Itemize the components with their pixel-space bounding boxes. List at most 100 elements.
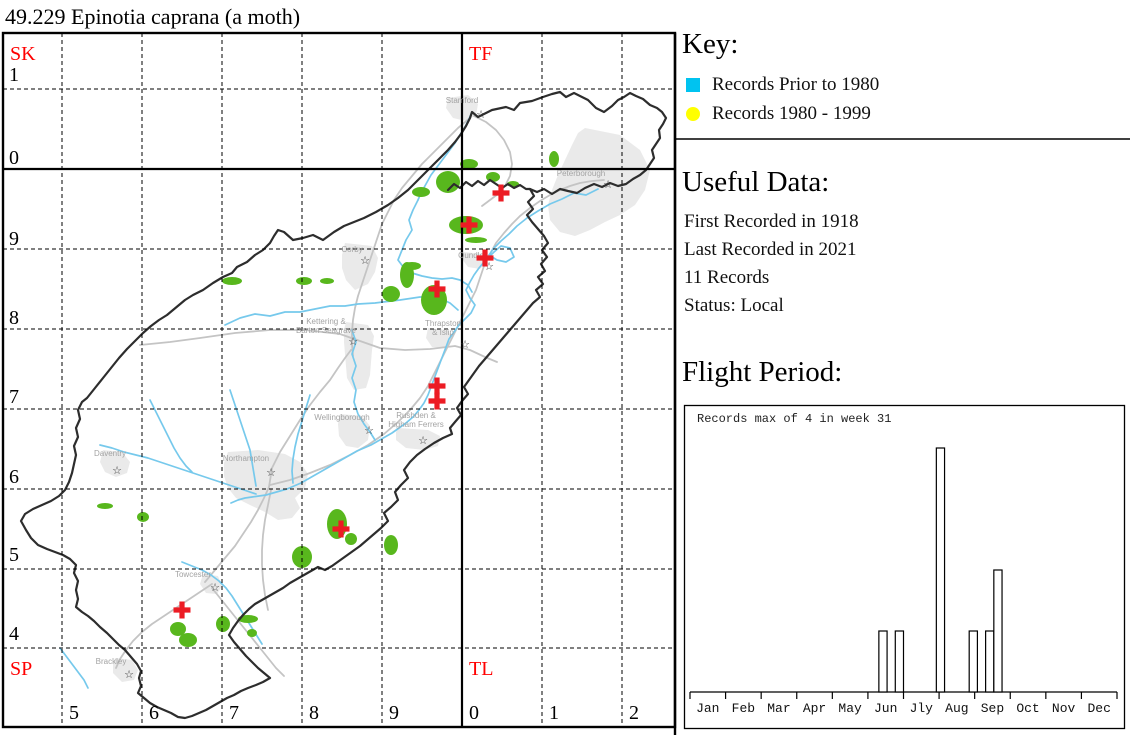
grid-row-label: 1 [9, 64, 19, 86]
month-label: Mar [767, 701, 790, 716]
record-cross-marker [492, 184, 510, 202]
town-label: Thrapston [425, 319, 461, 328]
town-star-icon: ☆ [418, 434, 428, 447]
town-star-icon: ☆ [364, 424, 374, 437]
page-title: 49.229 Epinotia caprana (a moth) [5, 4, 301, 29]
record-cross-marker [476, 249, 494, 267]
flight-period-chart: Jan Feb Mar Apr May Jun Jly Aug Sep Oct Nov Dec [683, 404, 1126, 730]
month-label: Jun [874, 701, 897, 716]
map-border [1, 31, 677, 729]
grid-row-label: 0 [9, 147, 19, 169]
month-label: Jan [696, 701, 719, 716]
record-cross-marker [460, 216, 478, 234]
grid-lines [3, 33, 675, 727]
town-label: Kettering & [306, 317, 346, 326]
flight-week-bar [878, 630, 888, 693]
grid-100km-letter: TF [469, 43, 492, 65]
record-cross-marker [428, 280, 446, 298]
flight-week-bar [993, 569, 1003, 693]
town-star-icon: ☆ [210, 581, 220, 594]
grid-row-label: 6 [9, 466, 19, 488]
grid-row-label: 7 [9, 386, 19, 408]
record-count: 11 Records [684, 267, 770, 288]
useful-data-heading: Useful Data: [682, 166, 830, 198]
town-label: & Islip [432, 328, 454, 337]
status: Status: Local [684, 295, 784, 316]
grid-col-label: 7 [229, 702, 239, 724]
chart-annotation: Records max of 4 in week 31 [697, 412, 892, 426]
town-label: Corby [341, 245, 362, 254]
month-label: Aug [945, 701, 968, 716]
town-label: Barton Seagrave [296, 326, 357, 335]
chart-frame [683, 404, 1126, 730]
month-label: Dec [1088, 701, 1111, 716]
town-label: Stamford [446, 96, 478, 105]
key-item-1980-1999: Records 1980 - 1999 [686, 103, 871, 125]
records-1980-1999-swatch-icon [686, 107, 700, 121]
woodland-patches [97, 151, 559, 647]
town-star-icon: ☆ [360, 254, 370, 267]
town-markers: Stamford☆Peterborough☆Corby☆ Oundle☆Kette… [94, 96, 613, 681]
town-star-icon: ☆ [484, 260, 494, 273]
grid-100km-lines [3, 33, 675, 727]
month-label: Feb [732, 701, 755, 716]
last-recorded: Last Recorded in 2021 [684, 239, 857, 260]
town-label: Oundle [458, 251, 484, 260]
prior-1980-swatch-icon [686, 78, 700, 92]
urban-areas [100, 95, 650, 682]
flight-week-bar [968, 630, 979, 693]
grid-col-label: 9 [389, 702, 399, 724]
town-label: Wellingborough [314, 413, 369, 422]
town-star-icon: ☆ [348, 335, 358, 348]
grid-row-label: 5 [9, 544, 19, 566]
grid-col-label: 6 [149, 702, 159, 724]
flight-period-heading: Flight Period: [682, 356, 843, 388]
town-label: Rushden & [396, 411, 436, 420]
town-label: Daventry [94, 449, 126, 458]
grid-col-label: 8 [309, 702, 319, 724]
town-star-icon: ☆ [112, 464, 122, 477]
month-label: Oct [1016, 701, 1039, 716]
grid-100km-letter: TL [469, 658, 493, 680]
grid-col-label: 2 [629, 702, 639, 724]
town-star-icon: ☆ [124, 668, 134, 681]
month-label: Nov [1052, 701, 1076, 716]
grid-row-label: 4 [9, 623, 19, 645]
grid-row-label: 8 [9, 307, 19, 329]
month-label: Apr [803, 701, 826, 716]
town-label: Northampton [223, 454, 269, 463]
grid-col-label: 1 [549, 702, 559, 724]
grid-100km-letter: SK [10, 43, 36, 65]
flight-week-bar [935, 447, 946, 693]
town-label: Higham Ferrers [388, 420, 444, 429]
grid-col-label: 0 [469, 702, 479, 724]
grid-100km-letter: SP [10, 658, 32, 680]
record-cross-marker [428, 392, 446, 410]
month-label: Jly [910, 701, 934, 716]
record-cross-marker [332, 520, 350, 538]
rivers [59, 111, 599, 689]
first-recorded: First Recorded in 1918 [684, 211, 859, 232]
town-star-icon: ☆ [603, 178, 613, 191]
record-markers [173, 184, 510, 619]
town-label: Towcester [175, 570, 211, 579]
record-cross-marker [173, 601, 191, 619]
flight-week-bar [894, 630, 905, 693]
month-label: May [838, 701, 862, 716]
flight-week-bar [985, 630, 995, 693]
key-item-label: Records Prior to 1980 [712, 74, 880, 95]
town-star-icon: ☆ [266, 466, 276, 479]
town-star-icon: ☆ [460, 338, 470, 351]
key-item-prior-1980: Records Prior to 1980 [686, 74, 879, 96]
grid-row-label: 9 [9, 228, 19, 250]
town-star-icon: ☆ [476, 108, 486, 121]
town-label: Peterborough [557, 169, 605, 178]
record-cross-marker [428, 377, 446, 395]
useful-data-lines: First Recorded in 1918 Last Recorded in … [684, 208, 859, 320]
key-heading: Key: [682, 28, 739, 60]
month-label: Sep [981, 701, 1004, 716]
